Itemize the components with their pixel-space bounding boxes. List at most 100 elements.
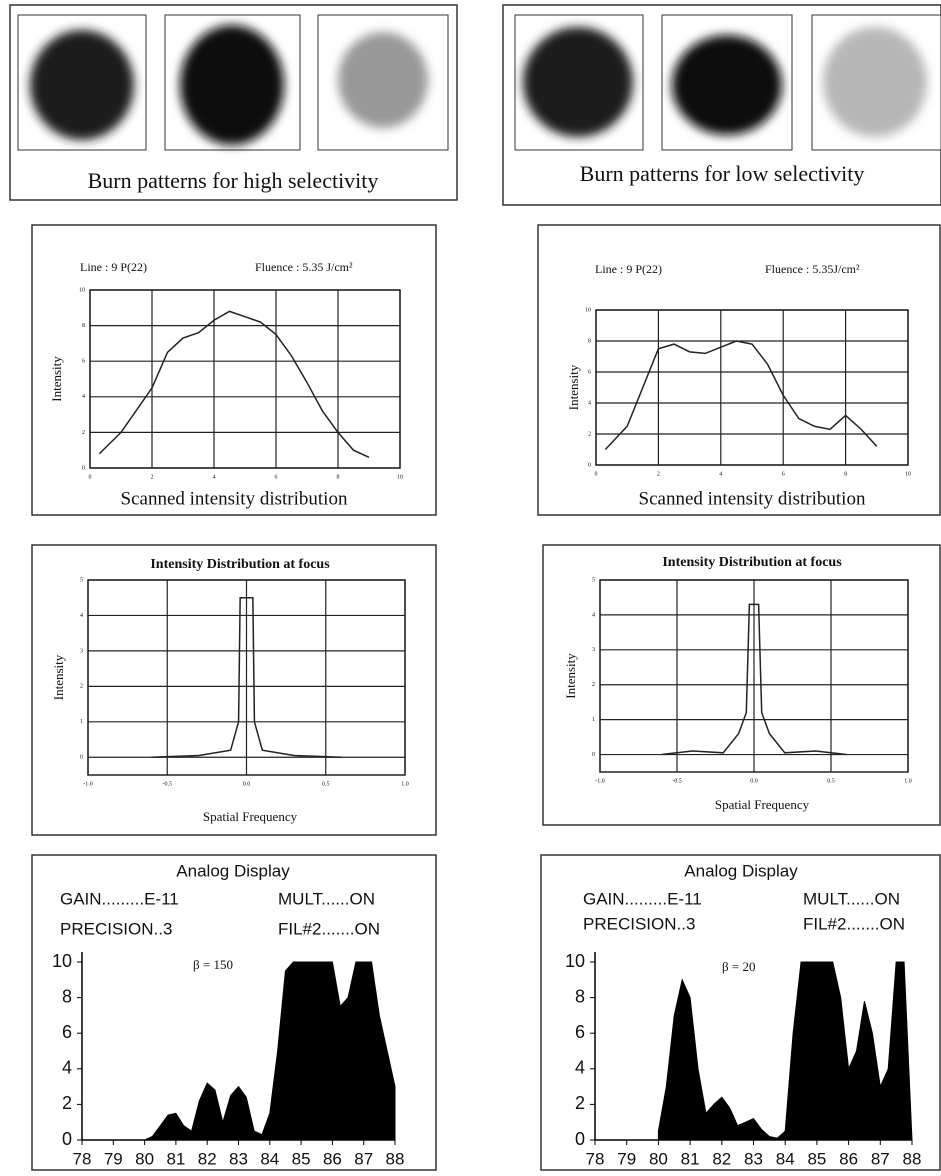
chart-title: Analog Display <box>684 861 798 880</box>
y-axis-label: Intensity <box>49 356 64 402</box>
burn-caption: Burn patterns for high selectivity <box>88 168 379 193</box>
y-tick-label: 8 <box>62 986 72 1006</box>
line-chart: -1.0 -0.5 0.0 0.5 1.0 0 1 2 3 4 5 Intensity Distrib… <box>31 544 437 836</box>
y-tick-label: 2 <box>62 1093 72 1113</box>
y-tick-label: 4 <box>80 613 83 619</box>
y-tick-label: 5 <box>592 577 595 583</box>
x-axis-label: Spatial Frequency <box>203 809 298 824</box>
annotation: MULT......ON <box>278 889 375 908</box>
data-line <box>151 596 342 759</box>
x-tick-label: 82 <box>198 1149 217 1168</box>
x-tick-label: 85 <box>292 1149 311 1168</box>
data-area <box>144 961 396 1141</box>
x-tick-label: -1.0 <box>595 778 605 784</box>
y-tick-label: 5 <box>80 577 83 583</box>
y-tick-label: 0 <box>62 1129 72 1149</box>
x-tick-label: 0 <box>89 474 92 480</box>
y-tick-label: 10 <box>585 307 591 313</box>
x-tick-label: 8 <box>337 474 340 480</box>
x-tick-label: -0.5 <box>163 781 173 787</box>
x-tick-label: 6 <box>782 471 785 477</box>
y-tick-label: 6 <box>62 1022 72 1042</box>
x-tick-label: 0 <box>595 471 598 477</box>
y-tick-label: 4 <box>588 400 591 406</box>
x-tick-label: 0.5 <box>827 778 835 784</box>
x-tick-label: 4 <box>719 471 722 477</box>
x-tick-label: 2 <box>657 471 660 477</box>
annotation: Fluence : 5.35 J/cm² <box>255 260 353 274</box>
y-tick-label: 3 <box>80 648 83 654</box>
y-tick-label: 3 <box>592 647 595 653</box>
y-axis-label: Intensity <box>563 653 578 699</box>
y-tick-label: 10 <box>565 951 585 971</box>
chart-title: Intensity Distribution at focus <box>662 555 842 570</box>
annotation: PRECISION..3 <box>60 919 172 938</box>
caption: Scanned intensity distribution <box>639 488 866 509</box>
x-tick-label: 78 <box>586 1149 605 1168</box>
y-tick-label: 2 <box>575 1093 585 1113</box>
x-tick-label: 79 <box>104 1149 123 1168</box>
x-tick-label: 88 <box>903 1149 922 1168</box>
x-tick-label: 78 <box>73 1149 92 1168</box>
y-tick-label: 2 <box>82 430 85 436</box>
chart-frame <box>537 224 941 516</box>
y-tick-label: 4 <box>592 612 595 618</box>
x-tick-label: 87 <box>871 1149 890 1168</box>
caption: Scanned intensity distribution <box>121 488 348 509</box>
y-tick-label: 0 <box>592 752 595 758</box>
x-axis-label: Spatial Frequency <box>715 797 810 812</box>
line-chart: -1.0 -0.5 0.0 0.5 1.0 0 1 2 3 4 5 Intensity Distrib… <box>542 544 941 826</box>
x-tick-label: 80 <box>135 1149 154 1168</box>
x-tick-label: 81 <box>166 1149 185 1168</box>
chart-frame <box>31 224 437 516</box>
annotation: PRECISION..3 <box>583 914 695 933</box>
y-tick-label: 2 <box>80 684 83 690</box>
x-tick-label: 79 <box>617 1149 636 1168</box>
y-tick-label: 4 <box>82 394 85 400</box>
y-tick-label: 6 <box>588 369 591 375</box>
y-tick-label: 2 <box>588 431 591 437</box>
x-tick-label: 86 <box>323 1149 342 1168</box>
x-tick-label: 8 <box>844 471 847 477</box>
x-tick-label: 10 <box>397 474 403 480</box>
burn-panel-low: Burn patterns for low selectivity <box>502 4 941 206</box>
data-line <box>98 310 370 459</box>
chart-title: Intensity Distribution at focus <box>150 557 330 572</box>
y-tick-label: 0 <box>588 462 591 468</box>
chart-title: Analog Display <box>176 861 290 880</box>
x-tick-label: 83 <box>229 1149 248 1168</box>
x-tick-label: 1.0 <box>401 781 409 787</box>
x-tick-label: 83 <box>744 1149 763 1168</box>
y-tick-label: 8 <box>82 323 85 329</box>
x-tick-label: 82 <box>712 1149 731 1168</box>
y-tick-label: 0 <box>80 755 83 761</box>
line-chart: 0 2 4 6 8 10 0 2 4 6 8 10 Line : 9 P(22) Fluence : 5.… <box>31 224 437 516</box>
annotation: Fluence : 5.35J/cm² <box>765 262 860 276</box>
x-tick-label: 0.0 <box>750 778 758 784</box>
x-tick-label: 81 <box>681 1149 700 1168</box>
annotation: GAIN.........E-11 <box>583 889 702 908</box>
x-tick-label: 10 <box>905 471 911 477</box>
area-chart: 78 79 80 81 82 83 84 85 86 87 88 0 2 4 6 8 10 Analog Disp… <box>540 854 941 1171</box>
y-tick-label: 1 <box>592 717 595 723</box>
annotation: Line : 9 P(22) <box>80 260 147 274</box>
chart-frame <box>542 544 941 826</box>
y-tick-label: 10 <box>79 287 85 293</box>
x-tick-label: 85 <box>807 1149 826 1168</box>
annotation: β = 150 <box>193 957 233 972</box>
annotation: MULT......ON <box>803 889 900 908</box>
y-tick-label: 4 <box>62 1058 72 1078</box>
data-line <box>661 603 847 756</box>
y-tick-label: 8 <box>575 986 585 1006</box>
x-tick-label: 84 <box>260 1149 279 1168</box>
x-tick-label: 4 <box>213 474 216 480</box>
y-tick-label: 10 <box>52 951 72 971</box>
x-tick-label: 87 <box>354 1149 373 1168</box>
x-tick-label: 88 <box>386 1149 405 1168</box>
x-tick-label: 0.5 <box>322 781 330 787</box>
chart-frame <box>540 854 941 1171</box>
x-tick-label: -1.0 <box>83 781 93 787</box>
annotation: FIL#2.......ON <box>278 919 380 938</box>
